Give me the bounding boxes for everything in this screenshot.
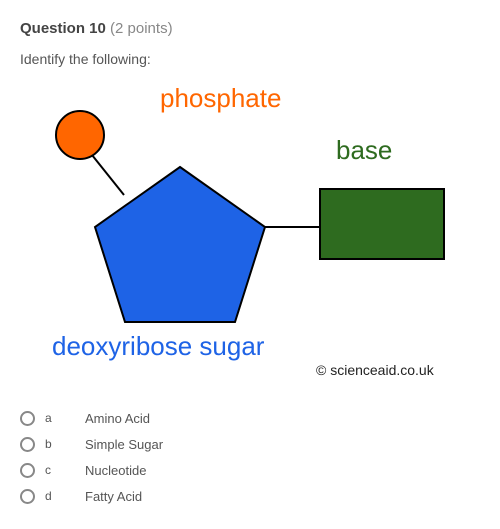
label-phosphate: phosphate [160,83,281,113]
diagram-svg: phosphate base deoxyribose sugar © sciencea… [20,77,450,387]
option-letter: c [45,463,85,477]
option-row-b[interactable]: bSimple Sugar [20,431,480,457]
option-letter: b [45,437,85,451]
option-text: Fatty Acid [85,489,142,504]
radio-c[interactable] [20,463,35,478]
label-base: base [336,135,392,165]
question-number: Question 10 [20,20,106,37]
option-row-c[interactable]: cNucleotide [20,457,480,483]
rect-base [320,189,444,259]
option-text: Amino Acid [85,411,150,426]
connector-phosphate [92,155,124,195]
question-points: (2 points) [110,20,173,37]
radio-d[interactable] [20,489,35,504]
radio-a[interactable] [20,411,35,426]
option-row-d[interactable]: dFatty Acid [20,483,480,509]
label-copyright: © scienceaid.co.uk [316,362,435,378]
question-prompt: Identify the following: [20,51,480,67]
option-letter: a [45,411,85,425]
answer-options: aAmino AcidbSimple SugarcNucleotidedFatt… [20,405,480,509]
option-letter: d [45,489,85,503]
nucleotide-diagram: phosphate base deoxyribose sugar © sciencea… [20,77,450,387]
option-text: Simple Sugar [85,437,163,452]
option-text: Nucleotide [85,463,146,478]
label-sugar: deoxyribose sugar [52,331,265,361]
question-header: Question 10 (2 points) [20,20,480,37]
radio-b[interactable] [20,437,35,452]
circle-phosphate [56,111,104,159]
option-row-a[interactable]: aAmino Acid [20,405,480,431]
